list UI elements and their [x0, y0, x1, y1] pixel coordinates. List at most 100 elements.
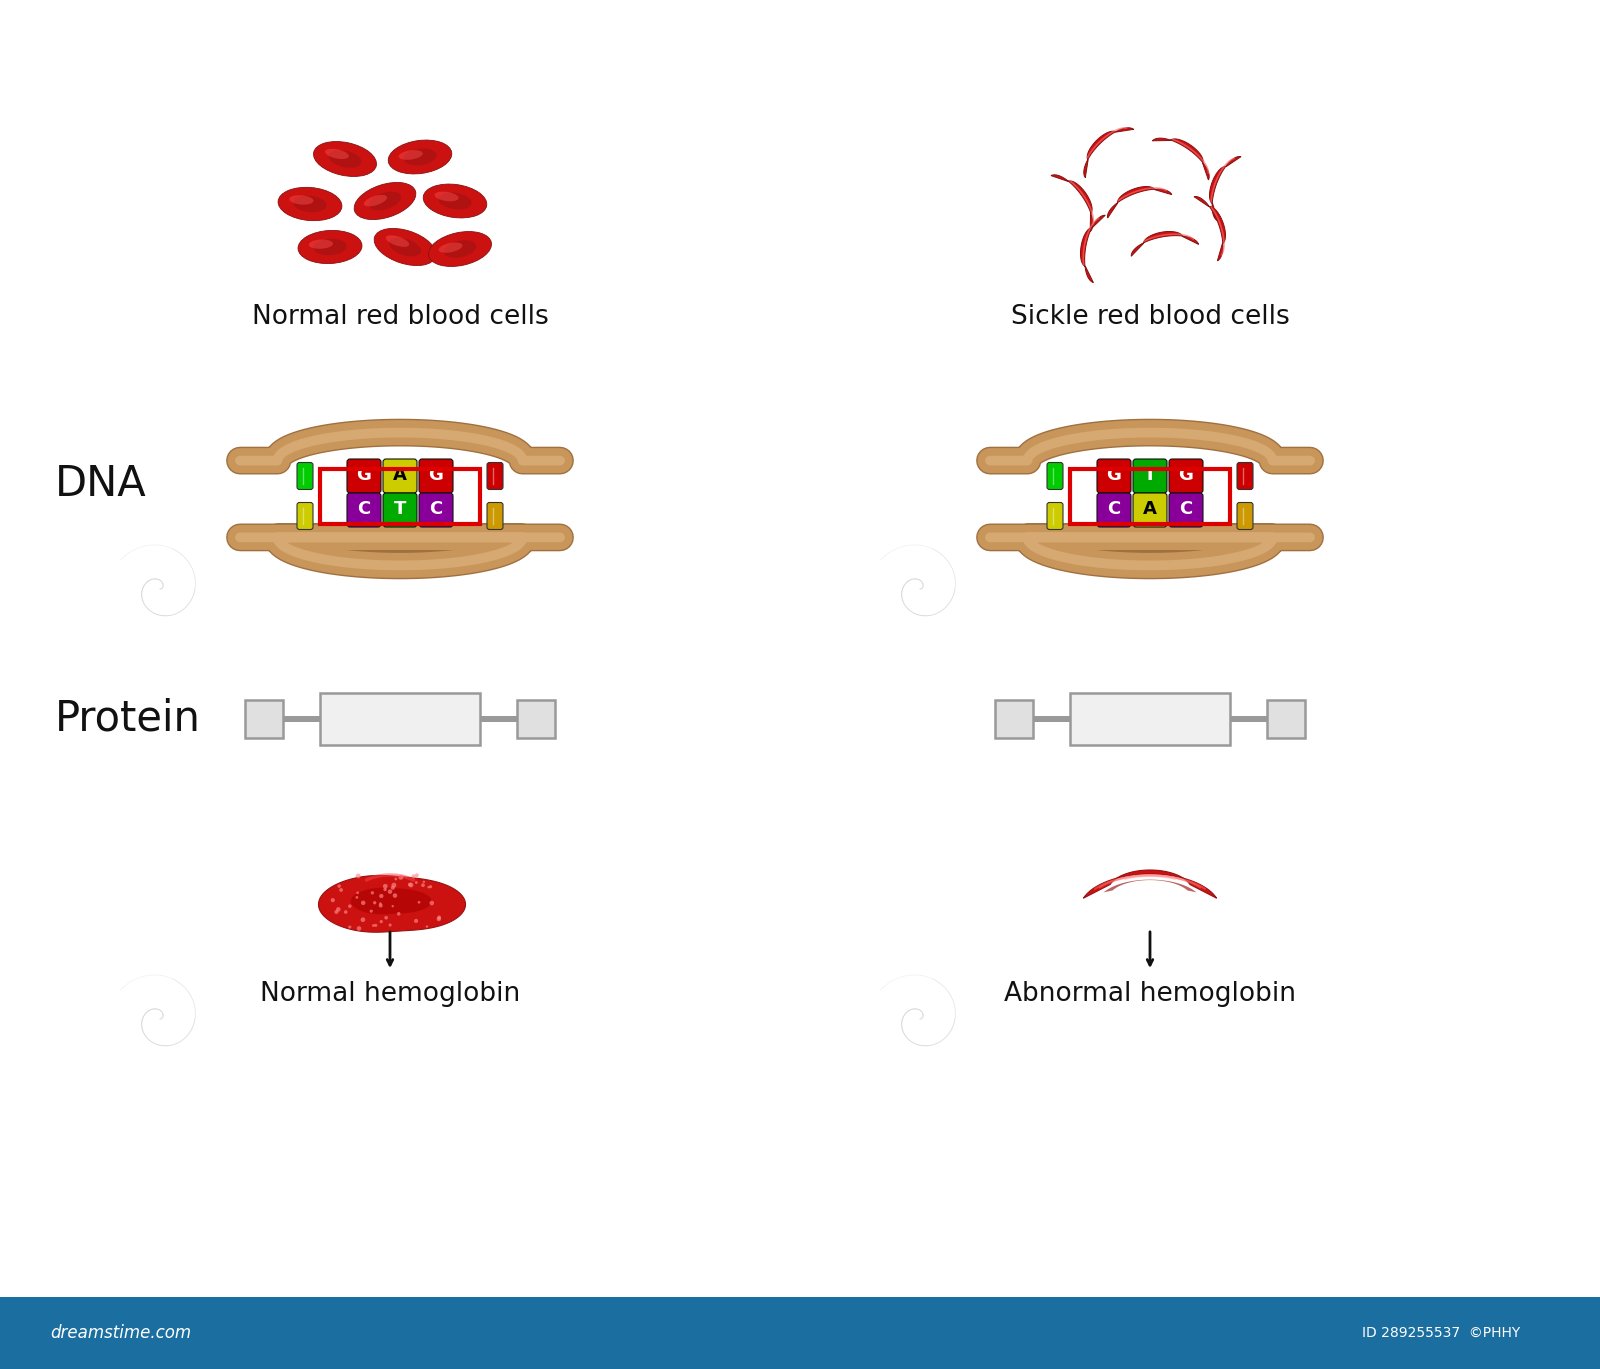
Circle shape — [395, 878, 397, 880]
Circle shape — [400, 875, 403, 879]
Circle shape — [373, 901, 376, 905]
Text: G: G — [429, 465, 443, 485]
FancyBboxPatch shape — [1133, 493, 1166, 527]
Ellipse shape — [325, 149, 349, 159]
FancyBboxPatch shape — [382, 493, 418, 527]
Polygon shape — [1051, 175, 1093, 231]
Text: A: A — [1142, 500, 1157, 517]
Ellipse shape — [424, 183, 486, 218]
Circle shape — [387, 890, 392, 894]
Circle shape — [408, 883, 413, 887]
Circle shape — [437, 916, 442, 919]
Polygon shape — [1194, 197, 1226, 261]
Circle shape — [331, 898, 334, 902]
Polygon shape — [318, 875, 466, 932]
Ellipse shape — [278, 188, 342, 220]
Text: dreamstime.com: dreamstime.com — [50, 1324, 190, 1342]
Ellipse shape — [386, 235, 410, 246]
Ellipse shape — [429, 231, 491, 267]
FancyBboxPatch shape — [347, 459, 381, 493]
FancyBboxPatch shape — [1133, 459, 1166, 493]
Text: DNA: DNA — [54, 463, 147, 505]
Bar — [995, 716, 1306, 723]
Circle shape — [427, 886, 430, 888]
FancyBboxPatch shape — [1070, 693, 1230, 745]
FancyBboxPatch shape — [1098, 459, 1131, 493]
Polygon shape — [1210, 156, 1242, 220]
Ellipse shape — [438, 193, 472, 209]
Polygon shape — [1083, 127, 1134, 178]
FancyBboxPatch shape — [347, 493, 381, 527]
Ellipse shape — [438, 242, 462, 253]
Circle shape — [371, 891, 374, 894]
Circle shape — [362, 901, 365, 905]
Ellipse shape — [389, 238, 421, 256]
FancyBboxPatch shape — [298, 463, 314, 490]
Bar — [0, 1296, 1600, 1369]
Text: Normal red blood cells: Normal red blood cells — [251, 304, 549, 330]
Circle shape — [384, 887, 387, 891]
Ellipse shape — [398, 151, 422, 160]
Text: Sickle red blood cells: Sickle red blood cells — [1011, 304, 1290, 330]
Text: C: C — [357, 500, 371, 517]
Circle shape — [339, 888, 342, 891]
Circle shape — [379, 894, 384, 898]
FancyBboxPatch shape — [517, 700, 555, 738]
Circle shape — [384, 916, 387, 920]
Polygon shape — [1107, 186, 1171, 218]
Circle shape — [379, 904, 382, 908]
FancyBboxPatch shape — [1046, 463, 1062, 490]
Polygon shape — [1152, 138, 1210, 179]
Ellipse shape — [328, 151, 362, 168]
Circle shape — [437, 917, 442, 921]
Circle shape — [357, 927, 362, 931]
FancyBboxPatch shape — [419, 493, 453, 527]
Text: A: A — [394, 465, 406, 485]
Circle shape — [414, 873, 419, 878]
Circle shape — [429, 886, 432, 888]
Circle shape — [336, 908, 341, 912]
Circle shape — [389, 924, 392, 927]
Bar — [245, 716, 555, 723]
FancyBboxPatch shape — [382, 459, 418, 493]
Text: Normal hemoglobin: Normal hemoglobin — [259, 982, 520, 1008]
Ellipse shape — [403, 148, 437, 166]
Circle shape — [355, 873, 360, 879]
Ellipse shape — [370, 192, 402, 211]
Text: Abnormal hemoglobin: Abnormal hemoglobin — [1005, 982, 1296, 1008]
FancyBboxPatch shape — [419, 459, 453, 493]
Circle shape — [392, 883, 397, 887]
Circle shape — [429, 901, 434, 905]
Text: T: T — [1144, 465, 1157, 485]
Circle shape — [426, 925, 429, 928]
Circle shape — [374, 924, 378, 927]
Circle shape — [355, 895, 358, 899]
Ellipse shape — [374, 229, 435, 266]
Circle shape — [349, 905, 352, 908]
FancyBboxPatch shape — [298, 502, 314, 530]
Ellipse shape — [389, 140, 451, 174]
Polygon shape — [1104, 880, 1197, 893]
Polygon shape — [1083, 871, 1216, 898]
Circle shape — [422, 880, 426, 883]
Text: Valine: Valine — [1117, 709, 1184, 730]
Circle shape — [408, 883, 411, 887]
Circle shape — [392, 905, 394, 908]
Circle shape — [370, 909, 373, 913]
Ellipse shape — [443, 240, 477, 257]
Text: G: G — [357, 465, 371, 485]
Circle shape — [392, 894, 397, 898]
Circle shape — [437, 916, 442, 920]
Circle shape — [411, 875, 416, 879]
Polygon shape — [350, 887, 432, 914]
Text: Glutamic acid: Glutamic acid — [323, 709, 477, 730]
FancyBboxPatch shape — [486, 502, 502, 530]
Text: G: G — [1107, 465, 1122, 485]
FancyBboxPatch shape — [1170, 493, 1203, 527]
Ellipse shape — [363, 194, 387, 207]
Ellipse shape — [314, 141, 376, 177]
FancyBboxPatch shape — [1098, 493, 1131, 527]
Text: T: T — [394, 500, 406, 517]
Circle shape — [371, 924, 374, 927]
Text: C: C — [429, 500, 443, 517]
